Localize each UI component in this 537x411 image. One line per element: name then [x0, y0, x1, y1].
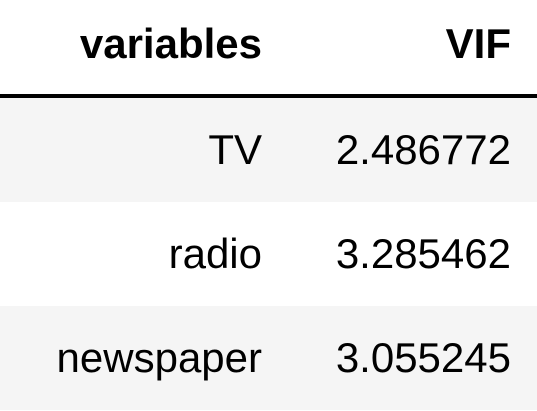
variable-cell: radio [168, 230, 262, 277]
vif-cell: 3.055245 [335, 334, 511, 381]
table-row: radio 3.285462 [0, 202, 537, 306]
header-divider [0, 94, 537, 98]
column-header-vif: VIF [445, 20, 511, 67]
table-row: newspaper 3.055245 [0, 306, 537, 410]
table-row: TV 2.486772 [0, 98, 537, 202]
vif-cell: 2.486772 [335, 126, 511, 173]
column-header-variables: variables [79, 20, 262, 67]
table-header-row: variables VIF [0, 0, 537, 94]
variable-cell: newspaper [56, 334, 262, 381]
variable-cell: TV [208, 126, 262, 173]
vif-cell: 3.285462 [335, 230, 511, 277]
